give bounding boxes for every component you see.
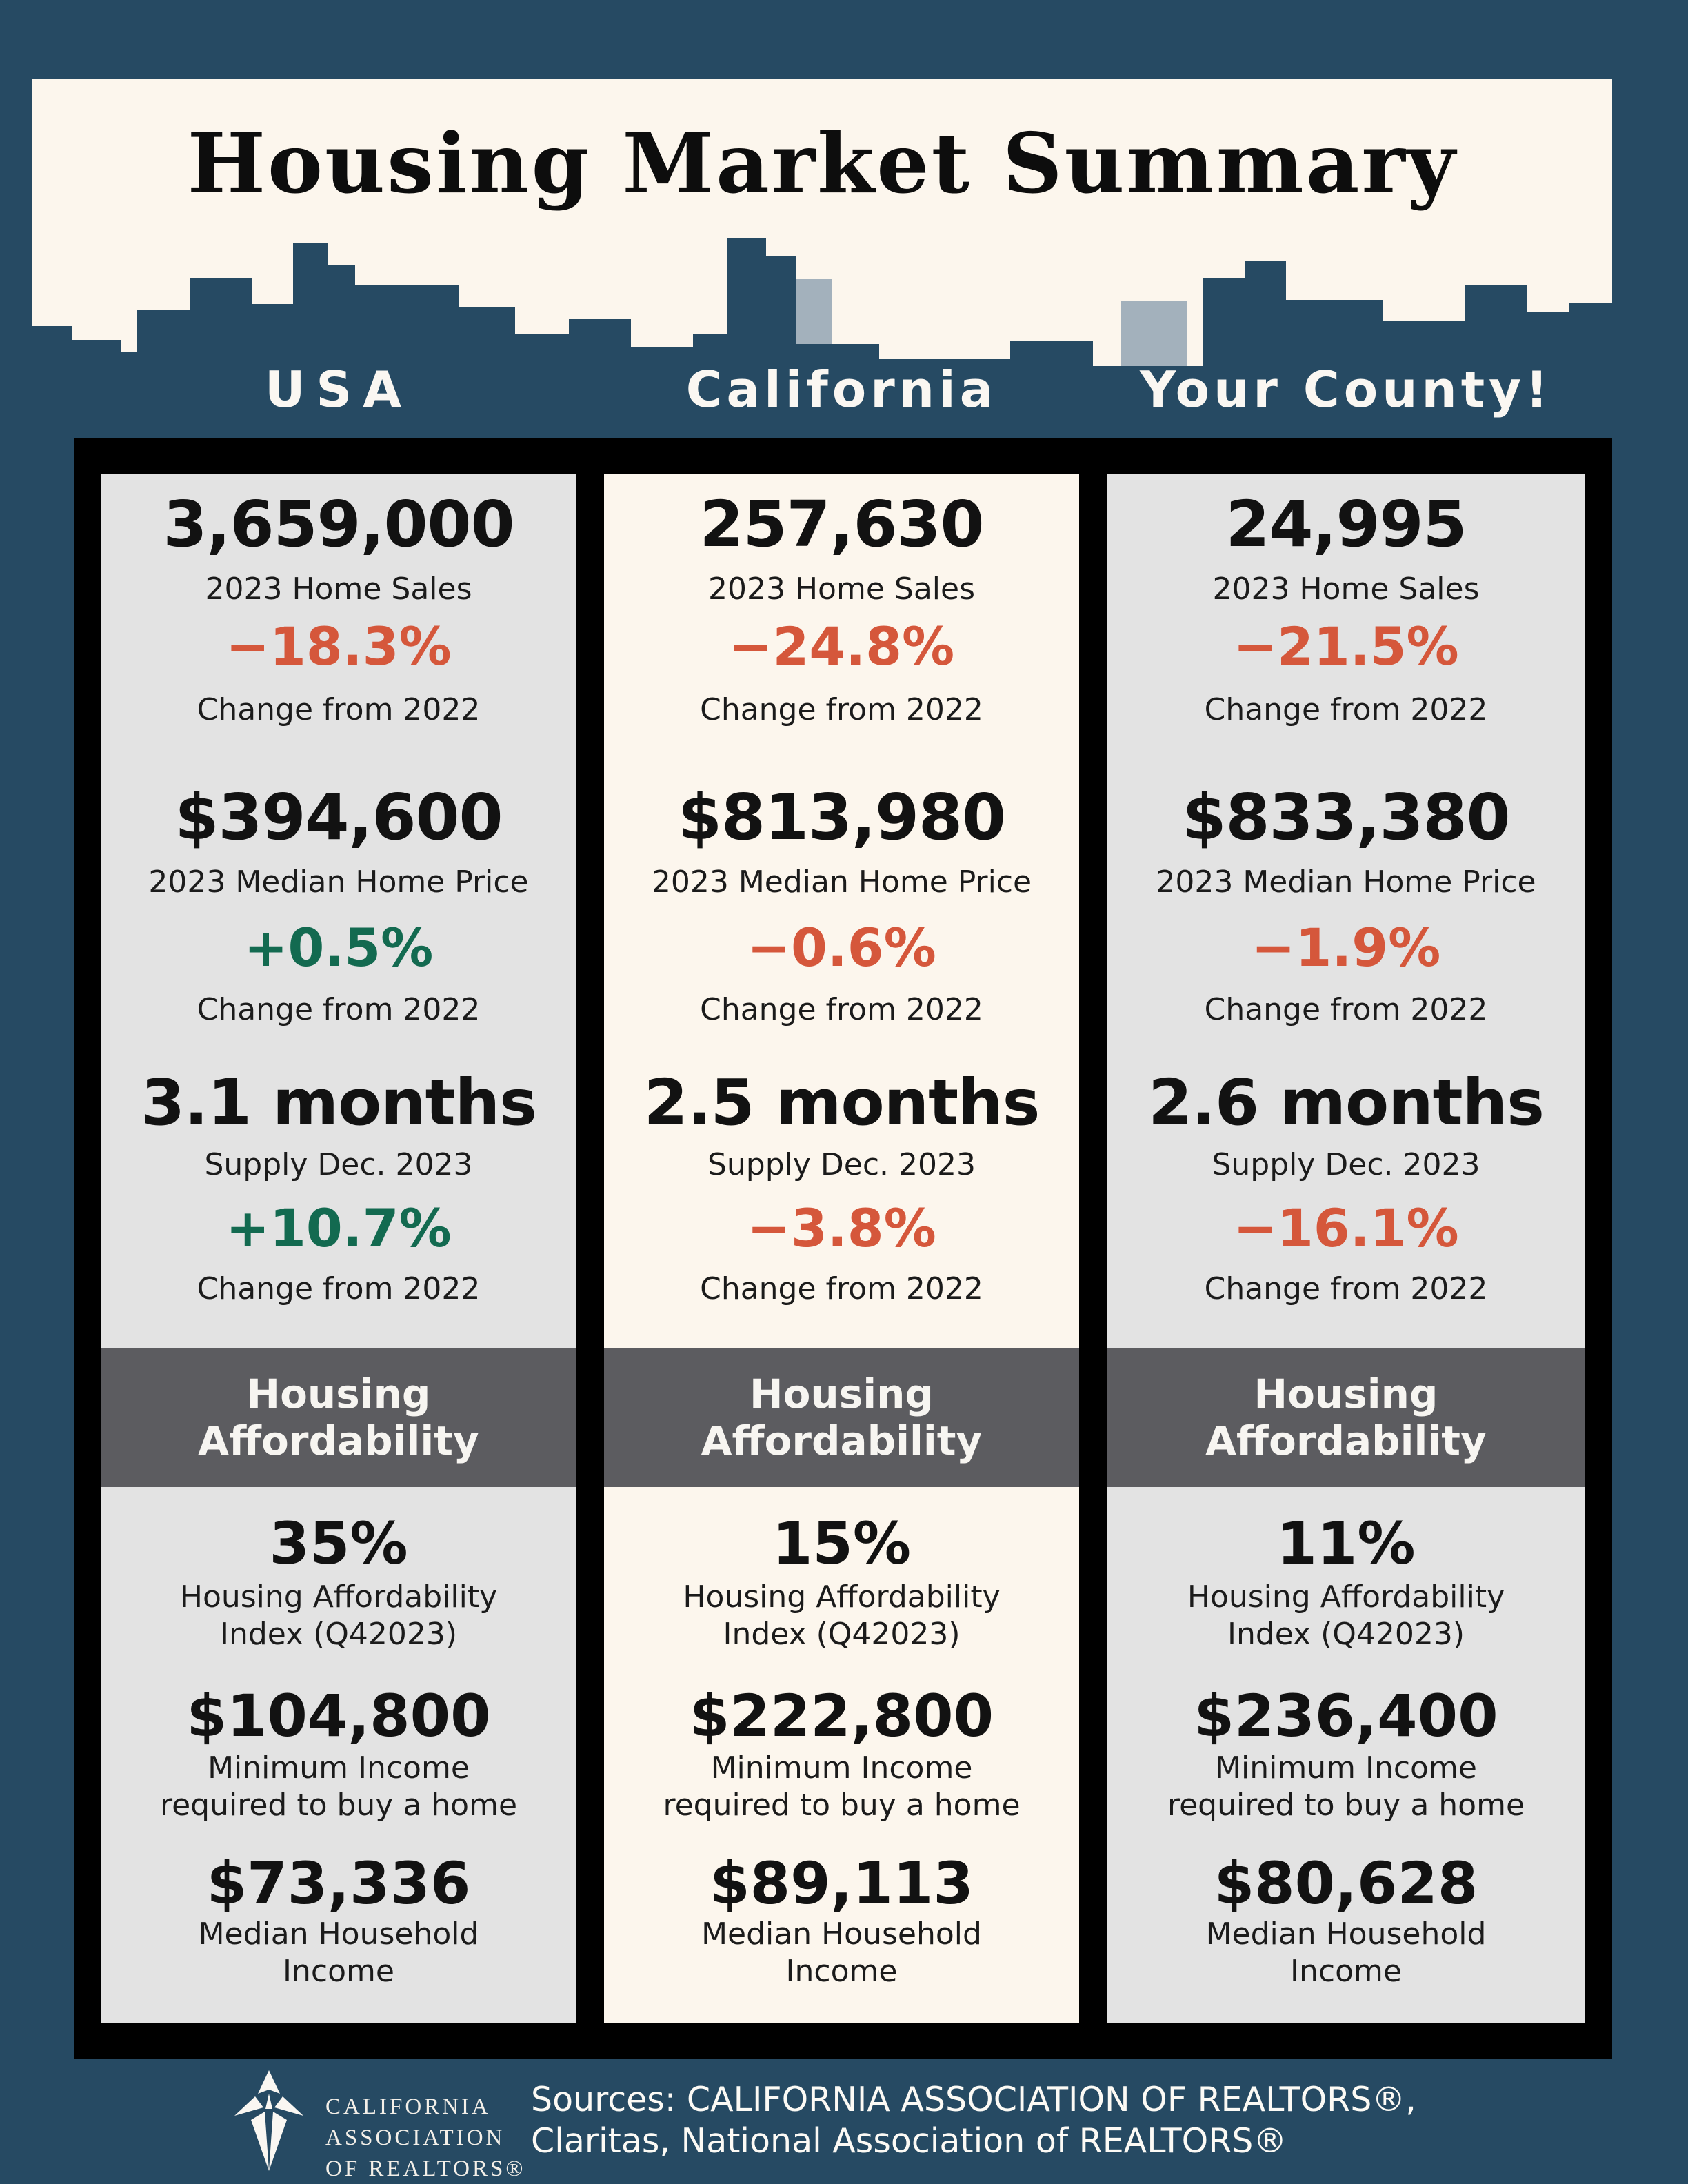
supply-change: −16.1%	[1233, 1197, 1459, 1259]
home-sales-change-label: Change from 2022	[700, 692, 983, 727]
supply-label: Supply Dec. 2023	[707, 1147, 976, 1182]
median-price-change-label: Change from 2022	[1204, 992, 1488, 1027]
affordability-index-value: 15%	[772, 1510, 912, 1577]
column-header-california: California	[685, 361, 998, 418]
affordability-index-value: 11%	[1276, 1510, 1416, 1577]
minimum-income-label: Minimum Income required to buy a home	[159, 1750, 518, 1823]
car-logo-icon	[234, 2070, 303, 2171]
supply-change-label: Change from 2022	[1204, 1271, 1488, 1306]
minimum-income-label: Minimum Income required to buy a home	[663, 1750, 1021, 1823]
stat-column: 257,630 2023 Home Sales −24.8% Change fr…	[604, 474, 1079, 2023]
home-sales-value: 24,995	[1225, 487, 1467, 561]
home-sales-label: 2023 Home Sales	[1212, 572, 1480, 607]
home-sales-change-label: Change from 2022	[197, 692, 481, 727]
housing-affordability-band: Housing Affordability	[604, 1348, 1079, 1487]
median-price-label: 2023 Median Home Price	[1156, 865, 1536, 900]
affordability-index-label: Housing Affordability Index (Q42023)	[179, 1579, 498, 1652]
supply-change-label: Change from 2022	[700, 1271, 983, 1306]
supply-label: Supply Dec. 2023	[1212, 1147, 1480, 1182]
stat-column: 24,995 2023 Home Sales −21.5% Change fro…	[1107, 474, 1585, 2023]
supply-change-label: Change from 2022	[197, 1271, 481, 1306]
median-price-change-label: Change from 2022	[700, 992, 983, 1027]
median-household-income-value: $73,336	[206, 1850, 471, 1917]
home-sales-label: 2023 Home Sales	[205, 572, 472, 607]
sources-text: Sources: CALIFORNIA ASSOCIATION OF REALT…	[531, 2080, 1416, 2161]
minimum-income-value: $236,400	[1194, 1682, 1498, 1750]
supply-value: 3.1 months	[141, 1066, 537, 1140]
minimum-income-value: $222,800	[689, 1682, 994, 1750]
header-panel: Housing Market Summary	[32, 79, 1612, 396]
stats-table-frame: 3,659,000 2023 Home Sales −18.3% Change …	[74, 438, 1612, 2059]
median-price-change: −0.6%	[747, 917, 936, 978]
stat-column: 3,659,000 2023 Home Sales −18.3% Change …	[101, 474, 576, 2023]
footer: CALIFORNIA ASSOCIATION OF REALTORS® Sour…	[0, 2059, 1688, 2184]
supply-change: +10.7%	[225, 1197, 452, 1259]
median-household-income-value: $89,113	[710, 1850, 974, 1917]
column-header-county: Your County!	[1140, 361, 1552, 418]
home-sales-change: −21.5%	[1233, 616, 1459, 677]
home-sales-label: 2023 Home Sales	[708, 572, 975, 607]
median-price-label: 2023 Median Home Price	[148, 865, 529, 900]
housing-affordability-band: Housing Affordability	[101, 1348, 576, 1487]
home-sales-change: −24.8%	[728, 616, 955, 677]
city-skyline-icon	[32, 238, 1612, 396]
home-sales-value: 3,659,000	[163, 487, 515, 561]
median-price-change: −1.9%	[1251, 917, 1441, 978]
car-logo-wordmark: CALIFORNIA ASSOCIATION OF REALTORS®	[325, 2094, 526, 2181]
affordability-index-value: 35%	[269, 1510, 408, 1577]
housing-affordability-band: Housing Affordability	[1107, 1348, 1585, 1487]
median-price-value: $813,980	[677, 780, 1006, 854]
median-household-income-label: Median Household Income	[701, 1917, 982, 1989]
median-price-change: +0.5%	[243, 917, 434, 978]
supply-change: −3.8%	[747, 1197, 936, 1259]
affordability-index-label: Housing Affordability Index (Q42023)	[683, 1579, 1001, 1652]
median-price-value: $394,600	[174, 780, 503, 854]
median-household-income-value: $80,628	[1214, 1850, 1478, 1917]
supply-value: 2.5 months	[643, 1066, 1041, 1140]
median-household-income-label: Median Household Income	[198, 1917, 479, 1989]
column-header-usa: USA	[264, 361, 413, 418]
home-sales-change-label: Change from 2022	[1204, 692, 1488, 727]
page-title: Housing Market Summary	[187, 115, 1458, 212]
supply-value: 2.6 months	[1148, 1066, 1545, 1140]
minimum-income-label: Minimum Income required to buy a home	[1167, 1750, 1525, 1823]
affordability-index-label: Housing Affordability Index (Q42023)	[1187, 1579, 1505, 1652]
home-sales-value: 257,630	[699, 487, 984, 561]
median-price-value: $833,380	[1182, 780, 1510, 854]
median-price-change-label: Change from 2022	[197, 992, 481, 1027]
home-sales-change: −18.3%	[225, 616, 452, 677]
supply-label: Supply Dec. 2023	[204, 1147, 473, 1182]
minimum-income-value: $104,800	[186, 1682, 491, 1750]
median-price-label: 2023 Median Home Price	[651, 865, 1032, 900]
median-household-income-label: Median Household Income	[1205, 1917, 1487, 1989]
